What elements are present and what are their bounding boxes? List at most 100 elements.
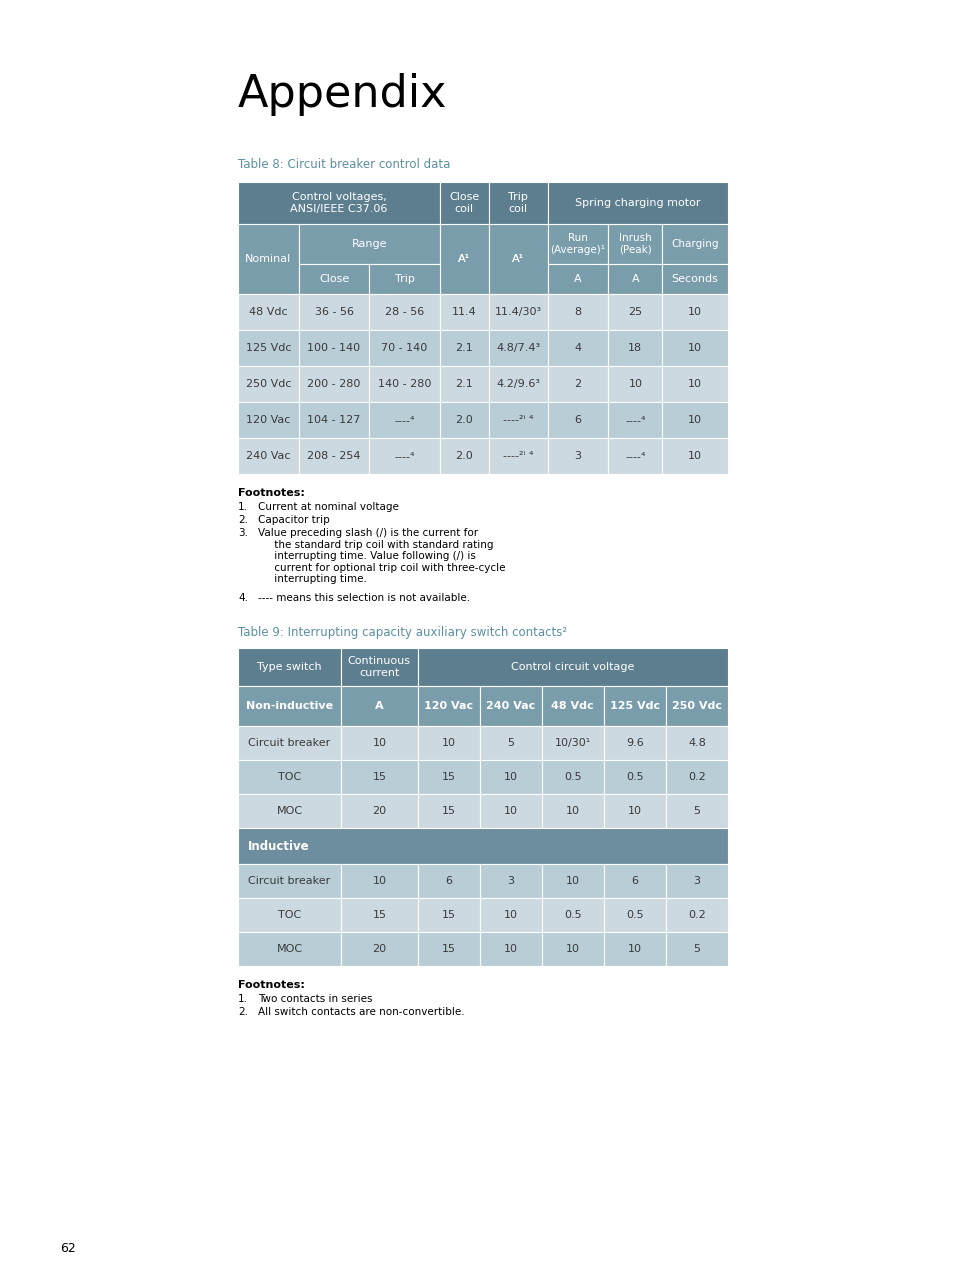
Text: 2.0: 2.0 <box>455 452 473 460</box>
Bar <box>439 438 488 474</box>
Bar <box>369 366 439 402</box>
Bar <box>417 686 479 726</box>
Bar <box>488 294 547 329</box>
Bar <box>237 828 727 864</box>
Text: Seconds: Seconds <box>671 273 718 284</box>
Bar <box>479 864 541 898</box>
Text: A¹: A¹ <box>512 254 524 265</box>
Bar <box>439 294 488 329</box>
Text: 140 - 280: 140 - 280 <box>377 379 431 389</box>
Text: Non-inductive: Non-inductive <box>246 701 333 711</box>
Text: All switch contacts are non-convertible.: All switch contacts are non-convertible. <box>257 1007 464 1018</box>
Bar <box>608 366 661 402</box>
Bar <box>479 759 541 794</box>
Text: 28 - 56: 28 - 56 <box>385 307 424 317</box>
Bar <box>541 726 603 759</box>
Bar <box>369 265 439 294</box>
Bar <box>417 932 479 965</box>
Text: 6: 6 <box>574 415 581 425</box>
Bar <box>665 932 727 965</box>
Text: 15: 15 <box>372 772 386 782</box>
Text: 48 Vdc: 48 Vdc <box>249 307 288 317</box>
Text: 10: 10 <box>687 452 701 460</box>
Text: 48 Vdc: 48 Vdc <box>551 701 594 711</box>
Bar <box>541 759 603 794</box>
Bar <box>298 329 369 366</box>
Bar <box>298 438 369 474</box>
Bar <box>369 294 439 329</box>
Bar <box>237 294 298 329</box>
Text: 10: 10 <box>372 738 386 748</box>
Bar <box>488 182 547 224</box>
Bar <box>341 726 417 759</box>
Text: 20: 20 <box>372 806 386 817</box>
Bar <box>237 224 298 294</box>
Text: 10: 10 <box>441 738 456 748</box>
Text: Close: Close <box>318 273 349 284</box>
Bar <box>479 794 541 828</box>
Text: 3: 3 <box>693 876 700 887</box>
Text: Run
(Average)¹: Run (Average)¹ <box>550 233 605 254</box>
Text: 15: 15 <box>441 909 456 920</box>
Text: 62: 62 <box>60 1241 75 1254</box>
Bar <box>369 438 439 474</box>
Text: 11.4: 11.4 <box>452 307 476 317</box>
Bar <box>488 224 547 294</box>
Text: 1.: 1. <box>237 993 248 1004</box>
Text: 0.2: 0.2 <box>687 909 705 920</box>
Bar <box>661 329 727 366</box>
Text: MOC: MOC <box>276 944 302 954</box>
Text: 4.2/9.6³: 4.2/9.6³ <box>496 379 539 389</box>
Bar <box>369 402 439 438</box>
Bar <box>237 647 341 686</box>
Bar <box>661 438 727 474</box>
Text: 36 - 56: 36 - 56 <box>314 307 354 317</box>
Text: 120 Vac: 120 Vac <box>423 701 473 711</box>
Bar <box>488 366 547 402</box>
Bar <box>661 265 727 294</box>
Bar <box>541 864 603 898</box>
Bar <box>341 794 417 828</box>
Text: 2.1: 2.1 <box>455 343 473 354</box>
Text: 250 Vdc: 250 Vdc <box>671 701 721 711</box>
Text: 0.2: 0.2 <box>687 772 705 782</box>
Bar <box>479 726 541 759</box>
Bar <box>298 402 369 438</box>
Bar <box>541 686 603 726</box>
Text: 0.5: 0.5 <box>563 909 581 920</box>
Text: Spring charging motor: Spring charging motor <box>575 198 700 209</box>
Bar <box>417 759 479 794</box>
Bar <box>608 402 661 438</box>
Text: 0.5: 0.5 <box>563 772 581 782</box>
Text: 2.0: 2.0 <box>455 415 473 425</box>
Bar <box>417 898 479 932</box>
Bar <box>341 686 417 726</box>
Bar <box>341 759 417 794</box>
Text: 100 - 140: 100 - 140 <box>307 343 360 354</box>
Bar <box>665 686 727 726</box>
Text: Control circuit voltage: Control circuit voltage <box>511 661 634 672</box>
Bar <box>298 294 369 329</box>
Bar <box>547 402 608 438</box>
Text: Table 8: Circuit breaker control data: Table 8: Circuit breaker control data <box>237 159 450 172</box>
Text: Nominal: Nominal <box>245 254 292 265</box>
Bar <box>237 759 341 794</box>
Text: Close
coil: Close coil <box>449 192 479 214</box>
Bar <box>608 329 661 366</box>
Bar <box>439 329 488 366</box>
Bar <box>661 224 727 265</box>
Text: 200 - 280: 200 - 280 <box>307 379 360 389</box>
Bar <box>237 329 298 366</box>
Text: TOC: TOC <box>277 772 301 782</box>
Text: ----²ⁱ ⁴: ----²ⁱ ⁴ <box>502 452 533 460</box>
Text: Appendix: Appendix <box>237 74 447 117</box>
Bar <box>547 182 727 224</box>
Text: 3.: 3. <box>237 528 248 538</box>
Text: 10: 10 <box>503 772 517 782</box>
Text: A: A <box>631 273 639 284</box>
Text: 18: 18 <box>628 343 641 354</box>
Text: 125 Vdc: 125 Vdc <box>245 343 291 354</box>
Bar <box>237 182 439 224</box>
Bar <box>603 686 665 726</box>
Text: Type switch: Type switch <box>257 661 321 672</box>
